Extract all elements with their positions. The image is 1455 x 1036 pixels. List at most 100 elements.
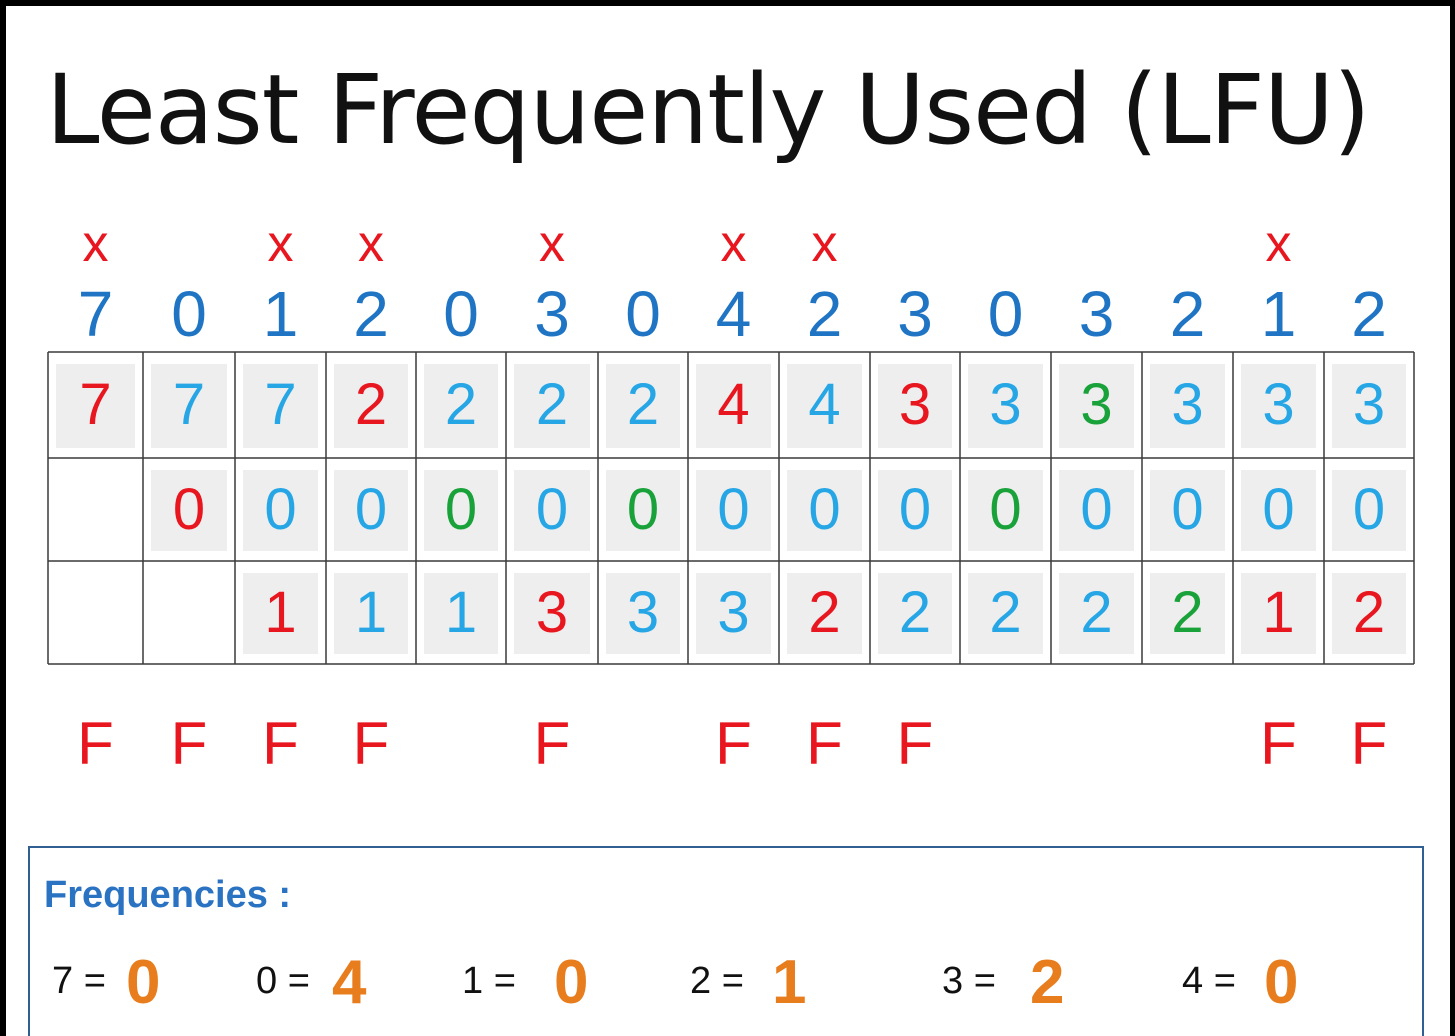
frame-cell [1332,470,1406,551]
frame-cell-value: 3 [1080,372,1113,437]
reference-page: 0 [987,278,1024,350]
frame-cell [514,573,590,654]
page-fault-mark: F [1350,710,1388,777]
frame-cell [514,364,590,448]
frame-cell-value: 0 [264,476,297,542]
frame-cell-value: 0 [354,476,388,542]
page-fault-mark: F [533,710,571,777]
frame-cell [968,573,1043,654]
frame-cell [1059,364,1134,448]
reference-page: 1 [1260,278,1297,350]
frame-cell-value: 3 [1262,372,1295,437]
frame-cell [787,470,862,551]
frame-cell-value: 2 [808,579,841,645]
page-fault-mark [603,706,683,782]
frame-cell-value: 4 [808,372,841,437]
reference-page: 7 [77,278,114,350]
frame-cell [1150,364,1225,448]
frame-cell [243,364,318,448]
reference-page: 4 [715,278,752,350]
frame-cell [787,364,862,448]
reference-page: 0 [171,278,207,350]
frame-cell [56,364,135,448]
frame-cell [1150,573,1225,654]
reference-page: 2 [806,278,843,350]
frame-cell-value: 2 [1080,579,1113,645]
replacement-mark [421,214,501,274]
frame-cell-value: 1 [354,579,388,645]
frame-cell-value: 0 [808,476,841,542]
replacement-mark: x [811,215,838,273]
frame-cell-value: 3 [898,372,932,437]
frame-cell-value: 7 [172,372,206,437]
page-fault-mark: F [1260,710,1297,777]
reference-page: 2 [1351,278,1387,350]
replacement-mark [875,214,955,274]
frame-cell [878,573,952,654]
frame-cell [334,470,408,551]
replacement-mark: x [267,215,294,273]
page-fault-mark [966,706,1046,782]
reference-page: 3 [1078,278,1115,350]
page-fault-mark: F [77,710,114,777]
frequency-page-label: 4 = [1182,960,1236,1002]
frequency-count: 2 [1030,948,1065,1017]
frame-cell [334,573,408,654]
frame-cell-value: 2 [1171,579,1204,645]
page-fault-mark: F [806,710,843,777]
frame-cell [1150,470,1225,551]
frequencies-box [28,846,1424,1036]
replacement-mark: x [358,215,384,273]
page-fault-mark: F [715,710,752,777]
replacement-mark: x [539,215,565,273]
frame-cell-value: 0 [535,476,569,542]
frame-cell-value: 3 [535,579,569,645]
slide-title: Least Frequently Used (LFU) [46,54,1371,166]
reference-page: 3 [534,278,570,350]
frame-cell-value: 2 [898,579,932,645]
frame-cell [1332,364,1406,448]
frame-cell [424,470,498,551]
page-fault-mark: F [896,710,934,777]
replacement-mark [1329,214,1409,274]
replacement-mark [966,214,1046,274]
frame-cell [243,470,318,551]
frame-cell [334,364,408,448]
frame-cell-value: 2 [626,372,660,437]
frame-cell [878,364,952,448]
frame-cell-value: 3 [626,579,660,645]
frame-cell-value: 0 [1080,476,1113,542]
frame-cell [696,364,771,448]
frame-cell-value: 1 [264,579,297,645]
frame-cell [606,573,680,654]
frame-cell [151,364,227,448]
frame-cell [1241,364,1316,448]
frame-cell [1059,470,1134,551]
frequency-page-label: 0 = [256,960,310,1002]
frame-cell-value: 2 [354,372,388,437]
frame-cell-value: 0 [172,476,206,542]
replacement-mark [1057,214,1137,274]
frame-cell-value: 0 [989,476,1022,542]
replacement-mark [1148,214,1228,274]
frequency-page-label: 2 = [690,960,744,1002]
frame-cell-value: 3 [1171,372,1204,437]
frame-cell-value: 3 [989,372,1022,437]
frame-cell-value: 2 [444,372,478,437]
replacement-mark [149,214,229,274]
replacement-mark [603,214,683,274]
reference-page: 3 [897,278,933,350]
frame-cell-value: 1 [1262,579,1295,645]
frame-cell-value: 2 [535,372,569,437]
frame-cell [1332,573,1406,654]
frame-cell-value: 0 [1352,476,1386,542]
frequency-count: 0 [554,948,589,1017]
replacement-mark: x [1265,215,1292,273]
page-fault-mark: F [352,710,390,777]
reference-page: 2 [1169,278,1206,350]
frame-cell-value: 0 [626,476,660,542]
frame-cell-value: 2 [1352,579,1386,645]
frequency-count: 0 [1264,948,1299,1017]
frame-cell [424,364,498,448]
